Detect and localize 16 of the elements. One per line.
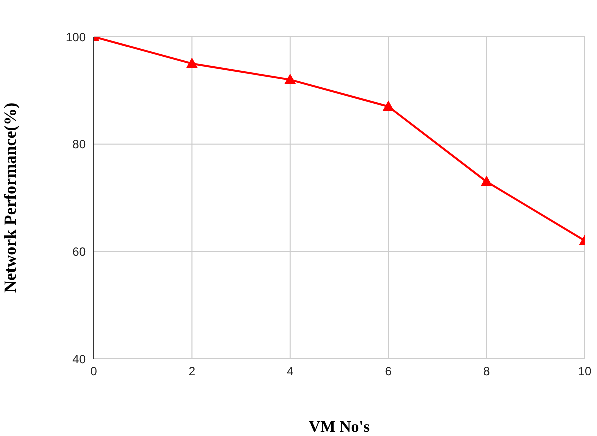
x-tick-label: 6 [385, 364, 392, 379]
point [481, 176, 492, 186]
y-tick-label: 100 [66, 30, 86, 44]
y-axis-title: Network Performance(%) [1, 102, 20, 294]
x-axis-title: VM No's [309, 419, 370, 436]
point [186, 58, 198, 68]
y-tick-label: 60 [72, 244, 86, 259]
x-tick-label: 0 [90, 364, 98, 379]
x-tick-label: 8 [483, 364, 490, 379]
y-tick-label: 40 [72, 352, 86, 366]
x-tick-label: 2 [188, 364, 196, 379]
x-tick-label: 10 [578, 364, 592, 379]
y-tick-label: 80 [72, 138, 86, 152]
x-tick-label: 4 [287, 364, 294, 379]
point [383, 101, 394, 112]
point [284, 74, 296, 84]
